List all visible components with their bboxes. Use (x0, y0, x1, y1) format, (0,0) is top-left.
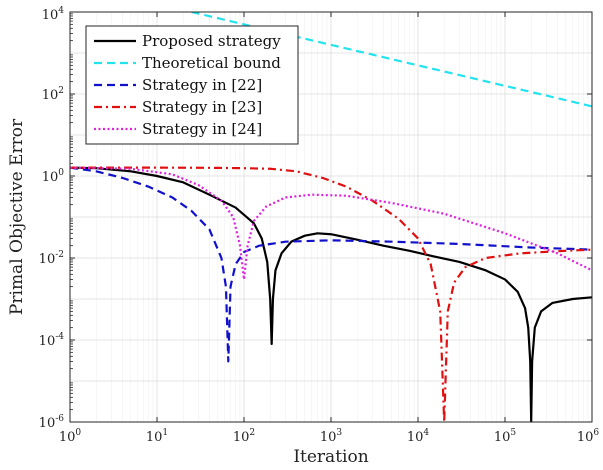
x-tick-label: 102 (233, 428, 255, 445)
y-tick-label: 10-2 (39, 250, 64, 267)
legend-label: Strategy in [24] (142, 120, 262, 138)
legend-label: Theoretical bound (142, 54, 281, 72)
series-line-1 (70, 166, 592, 422)
series-line-3 (70, 166, 592, 363)
legend-label: Proposed strategy (142, 32, 281, 50)
series-line-5 (70, 166, 592, 281)
x-axis-title: Iteration (293, 447, 368, 467)
y-tick-label: 10-6 (39, 414, 65, 431)
x-tick-label: 105 (494, 428, 517, 445)
y-tick-labels: 104 102 100 10-2 10-4 10-6 (39, 6, 65, 431)
axis-ticks (69, 11, 593, 423)
y-tick-label: 102 (42, 86, 64, 103)
series-line-4 (70, 166, 592, 422)
x-tick-label: 106 (577, 428, 600, 445)
x-tick-label: 101 (146, 428, 168, 445)
legend-label: Strategy in [23] (142, 98, 262, 116)
y-tick-label: 100 (42, 168, 65, 185)
legend: Proposed strategy Theoretical bound Strate… (85, 25, 299, 145)
y-tick-label: 10-4 (39, 332, 65, 349)
legend-label: Strategy in [22] (142, 76, 262, 94)
y-axis-title: Primal Objective Error (7, 118, 27, 315)
x-tick-label: 103 (320, 428, 343, 445)
x-tick-label: 100 (59, 428, 82, 445)
x-tick-labels: 100 101 102 103 104 105 106 (59, 428, 600, 445)
y-tick-label: 104 (42, 6, 65, 23)
x-tick-label: 104 (407, 428, 430, 445)
